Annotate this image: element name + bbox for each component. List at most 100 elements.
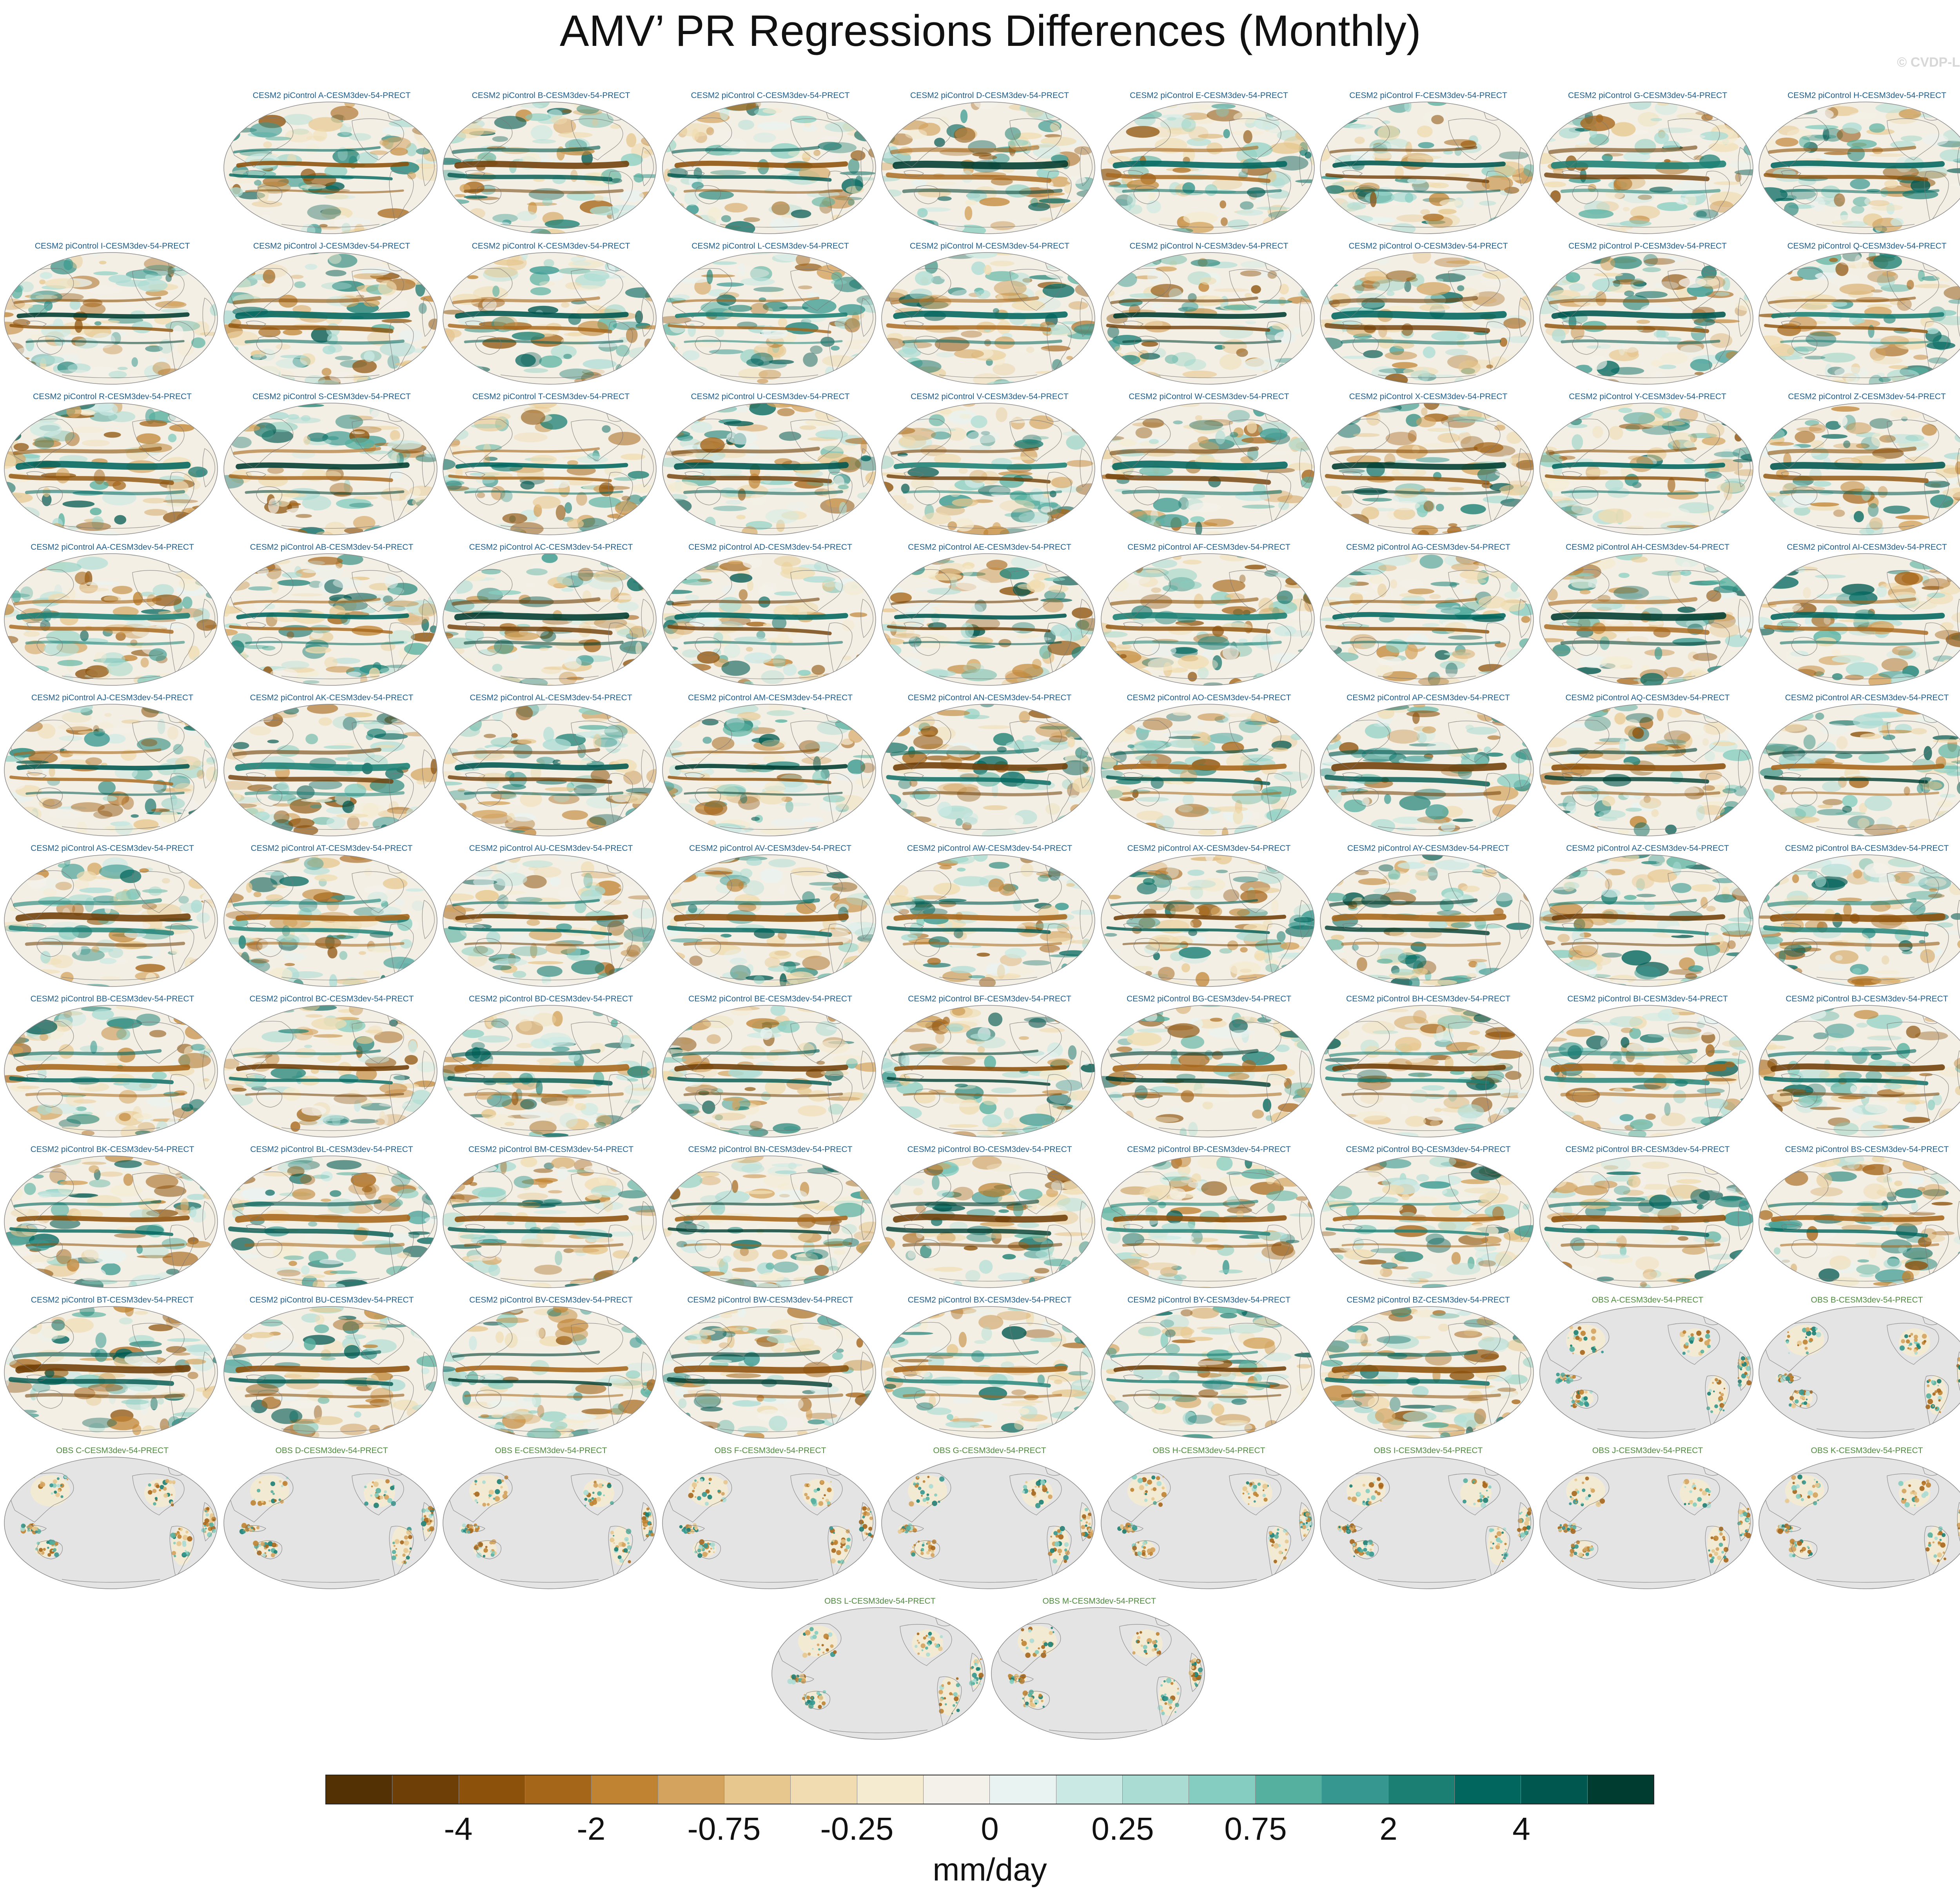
panel-title: CESM2 piControl AQ-CESM3dev-54-PRECT (1565, 693, 1730, 702)
panel-title: CESM2 piControl Z-CESM3dev-54-PRECT (1788, 392, 1946, 401)
panel-title: OBS H-CESM3dev-54-PRECT (1152, 1446, 1265, 1455)
panel-title: CESM2 piControl BS-CESM3dev-54-PRECT (1785, 1145, 1949, 1154)
world-map (1100, 1457, 1315, 1589)
world-map (1320, 704, 1534, 836)
world-map (1759, 1457, 1960, 1589)
panel-title: CESM2 piControl AB-CESM3dev-54-PRECT (250, 543, 414, 552)
model-map-panel: CESM2 piControl T-CESM3dev-54-PRECT (442, 392, 660, 543)
world-map (443, 403, 657, 535)
world-map (662, 1005, 876, 1137)
model-map-panel: CESM2 piControl BS-CESM3dev-54-PRECT (1758, 1145, 1960, 1295)
world-map (881, 102, 1095, 234)
model-map-panel: CESM2 piControl BO-CESM3dev-54-PRECT (880, 1145, 1099, 1295)
model-map-panel: CESM2 piControl BI-CESM3dev-54-PRECT (1539, 994, 1757, 1145)
panel-title: CESM2 piControl AE-CESM3dev-54-PRECT (908, 543, 1071, 552)
panel-title: CESM2 piControl C-CESM3dev-54-PRECT (691, 91, 850, 100)
panel-title: CESM2 piControl R-CESM3dev-54-PRECT (33, 392, 192, 401)
world-map (1320, 854, 1534, 987)
obs-map-panel: OBS H-CESM3dev-54-PRECT (1100, 1446, 1318, 1597)
world-map (662, 1306, 876, 1439)
colorbar-tick-label: 0.75 (1224, 1811, 1287, 1847)
model-map-panel: CESM2 piControl BQ-CESM3dev-54-PRECT (1319, 1145, 1537, 1295)
world-map (1759, 1005, 1960, 1137)
world-map (1759, 553, 1960, 686)
world-map (1759, 704, 1960, 836)
world-map (1320, 1306, 1534, 1439)
world-map (1539, 1156, 1753, 1288)
model-map-panel: CESM2 piControl AO-CESM3dev-54-PRECT (1100, 693, 1318, 844)
model-map-panel: CESM2 piControl A-CESM3dev-54-PRECT (223, 91, 441, 242)
world-map (1320, 1156, 1534, 1288)
colorbar-tick-label: 2 (1379, 1811, 1397, 1847)
colorbar-swatch (924, 1775, 990, 1804)
panel-title: CESM2 piControl BH-CESM3dev-54-PRECT (1346, 994, 1510, 1003)
panel-title: CESM2 piControl H-CESM3dev-54-PRECT (1788, 91, 1946, 100)
panel-title: CESM2 piControl BF-CESM3dev-54-PRECT (908, 994, 1071, 1003)
world-map (1100, 252, 1315, 385)
world-map (1100, 854, 1315, 987)
panel-title: OBS I-CESM3dev-54-PRECT (1374, 1446, 1483, 1455)
world-map (443, 704, 657, 836)
world-map (4, 704, 218, 836)
model-map-panel: CESM2 piControl L-CESM3dev-54-PRECT (661, 242, 880, 392)
panel-title: CESM2 piControl Y-CESM3dev-54-PRECT (1569, 392, 1726, 401)
panel-title: CESM2 piControl BJ-CESM3dev-54-PRECT (1786, 994, 1948, 1003)
colorbar-swatch (1056, 1775, 1123, 1804)
colorbar-tick-label: -4 (444, 1811, 473, 1847)
panel-title: CESM2 piControl W-CESM3dev-54-PRECT (1129, 392, 1289, 401)
colorbar-swatch (990, 1775, 1056, 1804)
panel-title: CESM2 piControl J-CESM3dev-54-PRECT (253, 242, 410, 251)
world-map (881, 704, 1095, 836)
model-map-panel: CESM2 piControl BJ-CESM3dev-54-PRECT (1758, 994, 1960, 1145)
panel-title: OBS G-CESM3dev-54-PRECT (933, 1446, 1046, 1455)
obs-map-panel: OBS M-CESM3dev-54-PRECT (990, 1597, 1209, 1747)
panel-title: CESM2 piControl BY-CESM3dev-54-PRECT (1127, 1295, 1290, 1305)
world-map (443, 854, 657, 987)
panel-title: CESM2 piControl BM-CESM3dev-54-PRECT (468, 1145, 634, 1154)
world-map (4, 252, 218, 385)
model-map-panel: CESM2 piControl BH-CESM3dev-54-PRECT (1319, 994, 1537, 1145)
model-map-panel: CESM2 piControl H-CESM3dev-54-PRECT (1758, 91, 1960, 242)
panel-title: OBS D-CESM3dev-54-PRECT (275, 1446, 388, 1455)
world-map (662, 102, 876, 234)
world-map (881, 1005, 1095, 1137)
colorbar-bar (325, 1775, 1654, 1804)
panel-title: CESM2 piControl BE-CESM3dev-54-PRECT (688, 994, 852, 1003)
panel-title: CESM2 piControl AI-CESM3dev-54-PRECT (1787, 543, 1947, 552)
panel-title: OBS L-CESM3dev-54-PRECT (824, 1597, 936, 1606)
world-map (443, 1005, 657, 1137)
world-map (4, 1306, 218, 1439)
panel-title: OBS J-CESM3dev-54-PRECT (1592, 1446, 1703, 1455)
panel-title: OBS A-CESM3dev-54-PRECT (1592, 1295, 1704, 1305)
colorbar-tick-label: -2 (577, 1811, 606, 1847)
panel-title: CESM2 piControl AW-CESM3dev-54-PRECT (907, 844, 1073, 853)
panel-title: CESM2 piControl I-CESM3dev-54-PRECT (34, 242, 190, 251)
model-map-panel: CESM2 piControl V-CESM3dev-54-PRECT (880, 392, 1099, 543)
world-map (1100, 1306, 1315, 1439)
panel-title: OBS F-CESM3dev-54-PRECT (714, 1446, 826, 1455)
model-map-panel: CESM2 piControl AS-CESM3dev-54-PRECT (3, 844, 221, 994)
model-map-panel: CESM2 piControl BP-CESM3dev-54-PRECT (1100, 1145, 1318, 1295)
model-map-panel: CESM2 piControl C-CESM3dev-54-PRECT (661, 91, 880, 242)
panel-title: CESM2 piControl BA-CESM3dev-54-PRECT (1785, 844, 1949, 853)
world-map (991, 1607, 1205, 1740)
world-map (4, 403, 218, 535)
panel-title: CESM2 piControl AY-CESM3dev-54-PRECT (1347, 844, 1510, 853)
panel-title: CESM2 piControl AV-CESM3dev-54-PRECT (689, 844, 851, 853)
world-map (881, 1156, 1095, 1288)
colorbar-tick-label: 4 (1512, 1811, 1530, 1847)
model-map-panel: CESM2 piControl BE-CESM3dev-54-PRECT (661, 994, 880, 1145)
model-map-panel: CESM2 piControl AX-CESM3dev-54-PRECT (1100, 844, 1318, 994)
model-map-panel: CESM2 piControl N-CESM3dev-54-PRECT (1100, 242, 1318, 392)
model-map-panel: CESM2 piControl E-CESM3dev-54-PRECT (1100, 91, 1318, 242)
world-map (662, 252, 876, 385)
model-map-panel: CESM2 piControl BD-CESM3dev-54-PRECT (442, 994, 660, 1145)
obs-map-panel: OBS B-CESM3dev-54-PRECT (1758, 1295, 1960, 1446)
colorbar-swatch (724, 1775, 791, 1804)
world-map (1539, 1457, 1753, 1589)
colorbar-swatch (392, 1775, 459, 1804)
colorbar-swatch (1587, 1775, 1653, 1804)
obs-map-panel: OBS J-CESM3dev-54-PRECT (1539, 1446, 1757, 1597)
colorbar-tick-label: 0 (981, 1811, 999, 1847)
world-map (662, 1156, 876, 1288)
